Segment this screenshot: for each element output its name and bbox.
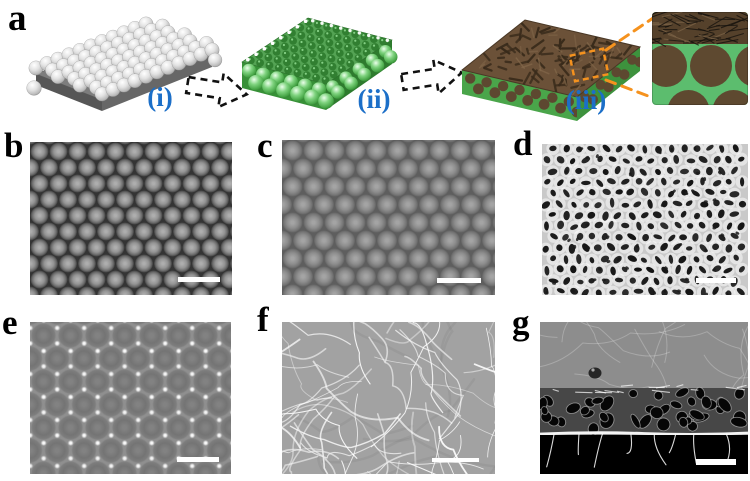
panel-label-c: c xyxy=(257,126,273,165)
micrograph-sphere-monolayer xyxy=(30,142,232,295)
step-label-ii: (ii) xyxy=(358,84,391,114)
step-label-i: (i) xyxy=(147,82,172,112)
zoom-inset-cross-section xyxy=(652,12,748,105)
scale-bar xyxy=(177,457,219,462)
micrograph-cross-section xyxy=(540,322,748,474)
micrograph-nanofiber-network xyxy=(282,322,495,474)
panel-label-d: d xyxy=(513,124,533,163)
scale-bar xyxy=(178,277,220,282)
zoom-callout-line xyxy=(604,78,658,101)
panel-label-g: g xyxy=(512,303,530,342)
scale-bar xyxy=(437,278,481,283)
panel-label-a: a xyxy=(8,0,27,39)
step-label-iii: (iii) xyxy=(566,85,607,115)
scale-bar xyxy=(696,278,736,283)
scale-bar xyxy=(696,459,736,465)
nanofiber-image xyxy=(282,322,495,474)
panel-label-b: b xyxy=(4,126,24,165)
schematic-step2-inverse-opal xyxy=(241,17,398,110)
panel-label-e: e xyxy=(2,303,18,342)
zoom-callout-line xyxy=(604,14,658,52)
panel-label-f: f xyxy=(257,300,269,339)
dashed-arrow-icon xyxy=(399,57,465,97)
scale-bar xyxy=(432,458,479,462)
micrograph-porous-inverse-opal xyxy=(542,144,748,295)
schematic-step3-composite xyxy=(460,19,642,121)
schematic-step1-sphere-monolayer xyxy=(26,16,223,111)
micrograph-embedded-spheres xyxy=(282,140,495,295)
micrograph-spheres-bright-interstices xyxy=(30,322,231,474)
dashed-arrow-icon xyxy=(184,70,250,110)
cross-section-image xyxy=(540,322,748,474)
schematic-panel: (i) (ii) (iii) xyxy=(26,12,748,121)
porous-structure-image xyxy=(542,144,748,295)
